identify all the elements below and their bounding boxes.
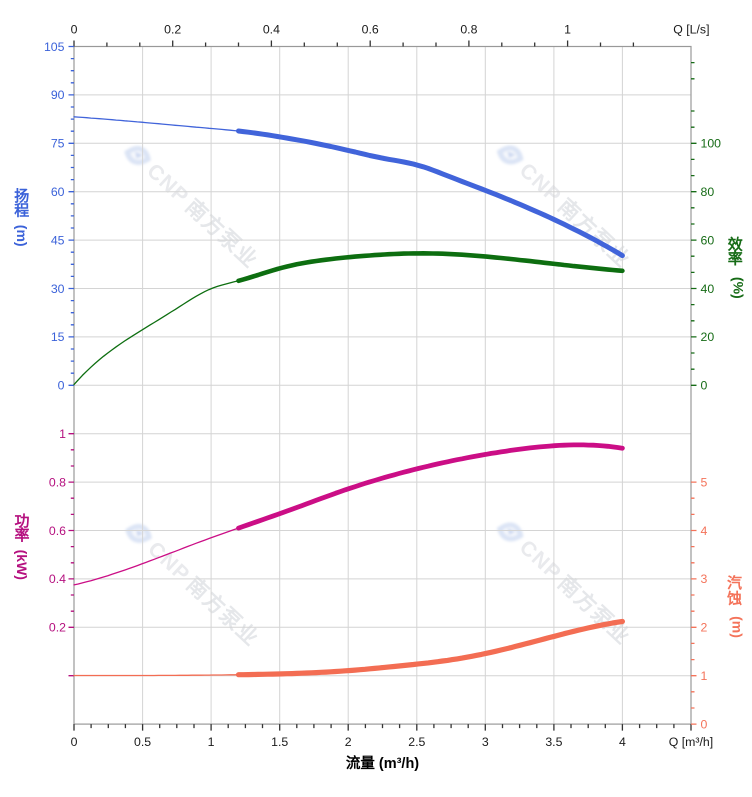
svg-text:105: 105 <box>44 40 65 54</box>
svg-text:2.5: 2.5 <box>408 735 425 749</box>
svg-text:0.5: 0.5 <box>134 735 151 749</box>
svg-text:0.4: 0.4 <box>263 22 280 36</box>
svg-text:30: 30 <box>51 282 65 296</box>
svg-text:60: 60 <box>701 233 715 247</box>
svg-text:2: 2 <box>701 621 708 635</box>
svg-text:60: 60 <box>51 185 65 199</box>
svg-text:效: 效 <box>728 236 744 254</box>
svg-text:汽: 汽 <box>727 574 742 592</box>
svg-text:0: 0 <box>701 379 708 393</box>
svg-text:0: 0 <box>71 22 78 36</box>
svg-text:流量 (m³/h): 流量 (m³/h) <box>346 754 419 772</box>
svg-text:20: 20 <box>701 330 715 344</box>
svg-text:3.5: 3.5 <box>545 735 562 749</box>
svg-text:0.8: 0.8 <box>49 475 66 489</box>
svg-text:Q [L/s]: Q [L/s] <box>673 22 709 36</box>
svg-text:3: 3 <box>482 735 489 749</box>
svg-text:率: 率 <box>728 249 743 267</box>
svg-text:扬: 扬 <box>14 187 29 205</box>
svg-text:功: 功 <box>14 513 29 530</box>
svg-text:蚀: 蚀 <box>726 589 742 607</box>
svg-text:3: 3 <box>701 572 708 586</box>
svg-text:1: 1 <box>564 22 571 36</box>
svg-text:45: 45 <box>51 233 65 247</box>
svg-text:0: 0 <box>701 717 708 731</box>
svg-text:率: 率 <box>14 526 29 544</box>
svg-text:1.5: 1.5 <box>271 735 288 749</box>
svg-text:0.8: 0.8 <box>460 22 477 36</box>
svg-text:(kW): (kW) <box>14 550 30 580</box>
svg-text:1: 1 <box>208 735 215 749</box>
svg-text:0.2: 0.2 <box>164 22 181 36</box>
svg-text:0.4: 0.4 <box>49 572 66 586</box>
svg-text:5: 5 <box>701 475 708 489</box>
svg-text:(m): (m) <box>14 225 30 247</box>
svg-text:2: 2 <box>345 735 352 749</box>
svg-text:程: 程 <box>14 203 29 220</box>
svg-text:4: 4 <box>701 524 708 538</box>
svg-text:0: 0 <box>58 379 65 393</box>
svg-text:0.2: 0.2 <box>49 621 66 635</box>
svg-text:(m): (m) <box>729 616 745 638</box>
svg-text:0.6: 0.6 <box>362 22 379 36</box>
svg-text:40: 40 <box>701 282 715 296</box>
svg-text:80: 80 <box>701 185 715 199</box>
svg-text:(%): (%) <box>730 277 746 299</box>
svg-text:1: 1 <box>701 669 708 683</box>
svg-text:Q [m³/h]: Q [m³/h] <box>669 735 713 749</box>
svg-text:90: 90 <box>51 88 65 102</box>
svg-text:1: 1 <box>59 427 66 441</box>
svg-text:15: 15 <box>51 330 65 344</box>
svg-text:0: 0 <box>71 735 78 749</box>
svg-text:4: 4 <box>619 735 626 749</box>
svg-text:0.6: 0.6 <box>49 524 66 538</box>
svg-text:75: 75 <box>51 137 65 151</box>
svg-text:100: 100 <box>701 137 722 151</box>
